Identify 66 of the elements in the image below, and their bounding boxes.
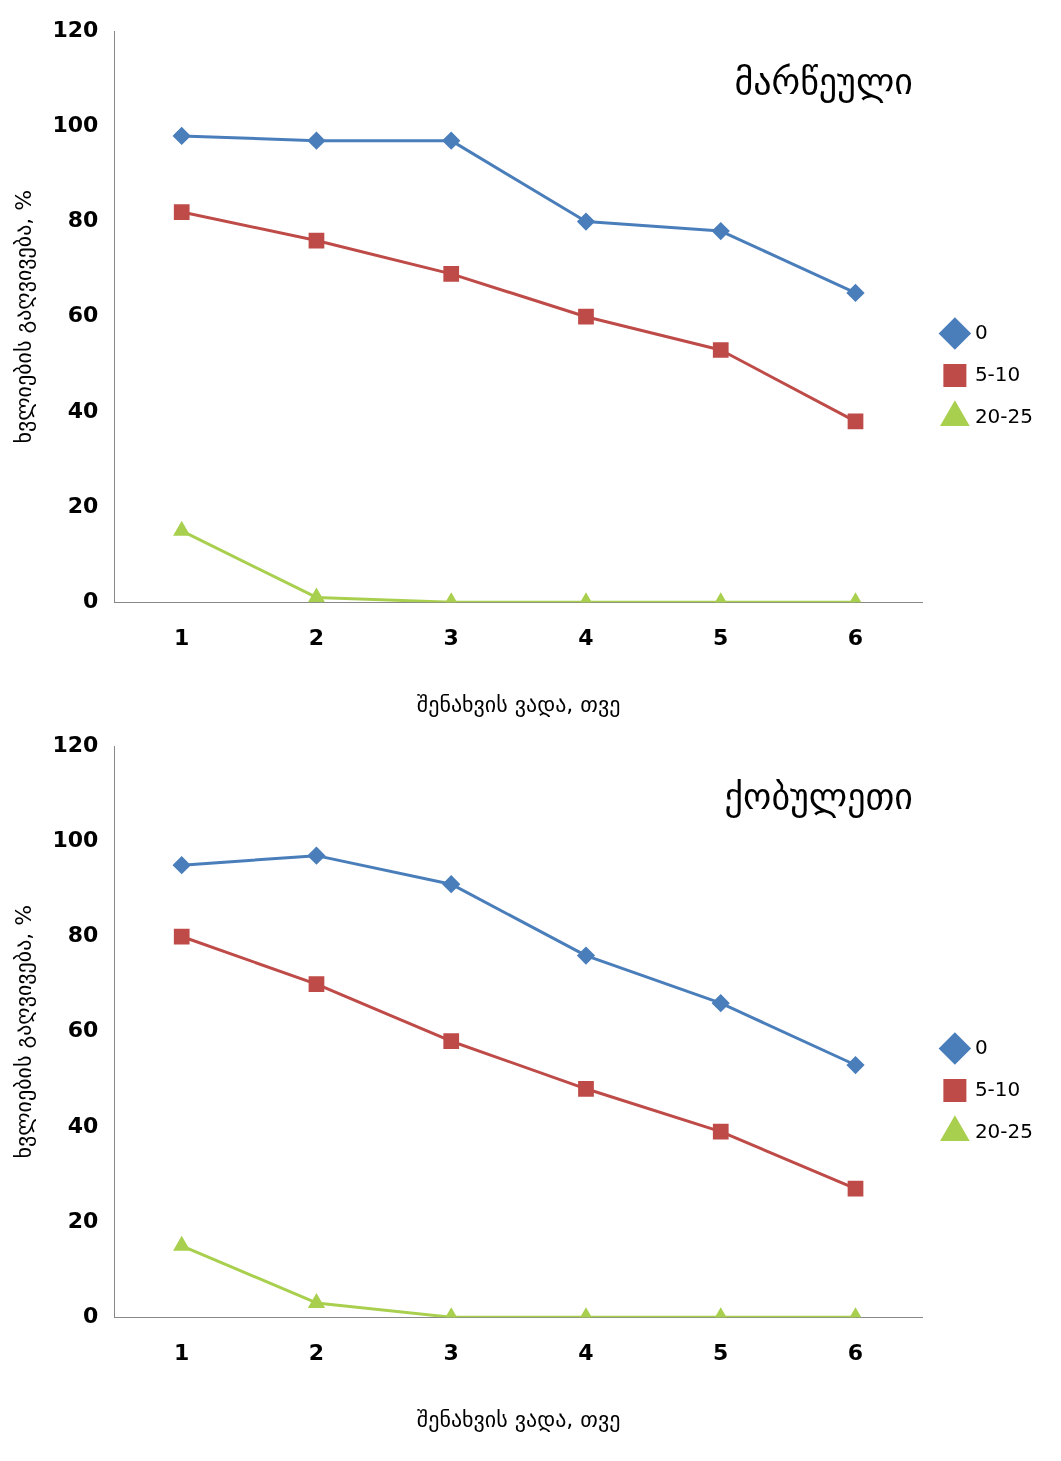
y-axis-title: ხვლიების გაღვივება, % <box>10 189 36 444</box>
x-tick-label: 2 <box>308 625 325 651</box>
point <box>173 928 190 945</box>
point <box>173 204 190 220</box>
x-tick-label: 4 <box>578 1340 594 1366</box>
point <box>308 232 325 249</box>
x-tick-label: 6 <box>847 625 864 651</box>
y-tick-label: 100 <box>52 112 99 138</box>
point <box>577 213 595 231</box>
x-axis-title: შენახვის ვადა, თვე <box>416 691 621 717</box>
x-tick-label: 5 <box>713 625 729 651</box>
point <box>308 588 325 603</box>
point <box>847 1180 864 1197</box>
point <box>443 266 460 282</box>
y-tick-label: 40 <box>67 1112 99 1138</box>
x-tick-label: 1 <box>174 625 190 651</box>
point <box>847 1056 865 1074</box>
point <box>174 522 190 536</box>
y-tick-label: 20 <box>67 1207 99 1233</box>
y-tick-label: 120 <box>52 731 99 757</box>
y-tick-label: 80 <box>67 922 99 948</box>
y-tick-label: 0 <box>83 1302 99 1328</box>
point <box>308 976 325 992</box>
legend-label: 20-25 <box>974 403 1034 428</box>
legend-label: 5-10 <box>974 1076 1021 1101</box>
point <box>308 1294 325 1308</box>
point <box>173 856 191 874</box>
y-tick-label: 60 <box>67 1017 99 1043</box>
legend-label: 0 <box>974 1034 988 1059</box>
point <box>307 132 325 150</box>
point <box>577 947 595 965</box>
point <box>712 994 730 1012</box>
point <box>847 413 864 430</box>
x-tick-label: 5 <box>713 1340 729 1366</box>
x-tick-label: 6 <box>847 1340 864 1366</box>
point <box>578 308 594 325</box>
y-tick-label: 60 <box>67 302 99 328</box>
point <box>443 1033 460 1050</box>
x-tick-label: 3 <box>443 1340 459 1366</box>
point <box>174 1237 190 1251</box>
y-tick-label: 120 <box>52 16 99 42</box>
point <box>712 222 730 240</box>
y-tick-label: 40 <box>67 397 99 423</box>
point <box>578 1080 594 1097</box>
y-axis-title: ხვლიების გაღვივება, % <box>10 904 36 1159</box>
legend-label: 20-25 <box>974 1118 1034 1143</box>
y-tick-label: 20 <box>67 492 99 518</box>
x-tick-label: 2 <box>308 1340 325 1366</box>
point <box>173 127 191 145</box>
point <box>847 284 865 302</box>
y-tick-label: 80 <box>67 207 99 233</box>
point <box>442 132 460 150</box>
x-axis-title: შენახვის ვადა, თვე <box>416 1406 621 1432</box>
x-tick-label: 4 <box>578 625 594 651</box>
point <box>442 875 460 893</box>
point <box>712 1123 729 1140</box>
y-tick-label: 0 <box>83 587 99 613</box>
legend-label: 5-10 <box>974 361 1021 386</box>
point <box>307 847 325 865</box>
text: ქობულეთი <box>724 775 913 818</box>
text: მარწეული <box>734 60 913 103</box>
x-tick-label: 3 <box>443 625 459 651</box>
point <box>712 342 729 358</box>
legend-label: 0 <box>974 319 988 344</box>
x-tick-label: 1 <box>174 1340 190 1366</box>
y-tick-label: 100 <box>52 827 99 853</box>
